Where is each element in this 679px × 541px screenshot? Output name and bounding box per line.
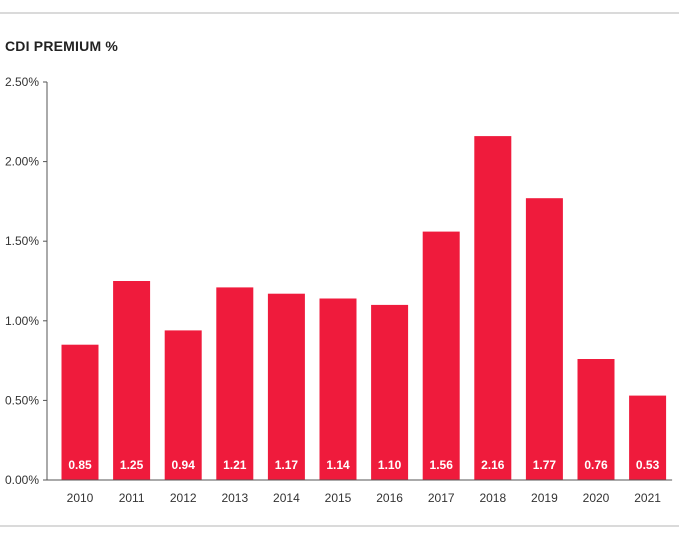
- bar-2011: [113, 281, 151, 480]
- chart-title: CDI PREMIUM %: [5, 38, 118, 54]
- bar-value-label: 1.56: [430, 458, 454, 472]
- bar-value-label: 1.10: [378, 458, 402, 472]
- y-tick-label: 0.00%: [5, 473, 39, 487]
- x-tick-label: 2013: [221, 491, 248, 505]
- x-tick-label: 2014: [273, 491, 300, 505]
- y-tick-label: 1.00%: [5, 314, 39, 328]
- bar-2019: [525, 198, 563, 480]
- x-tick-label: 2015: [325, 491, 352, 505]
- bar-value-label: 1.14: [326, 458, 350, 472]
- bar-2018: [474, 136, 512, 480]
- bar-2013: [216, 287, 254, 480]
- bar-2012: [164, 330, 202, 480]
- bar-2016: [371, 304, 409, 480]
- bar-value-label: 0.94: [172, 458, 196, 472]
- bar-value-label: 2.16: [481, 458, 505, 472]
- y-tick-label: 2.00%: [5, 155, 39, 169]
- bar-2021: [629, 395, 667, 480]
- y-tick-label: 0.50%: [5, 393, 39, 407]
- y-tick-label: 2.50%: [5, 75, 39, 89]
- x-axis: 2010 2011 2012 2013 2014 2015 2016 2017 2018 2019…: [47, 479, 673, 505]
- bar-2020: [577, 359, 615, 480]
- x-tick-label: 2017: [428, 491, 455, 505]
- y-axis: 0.00% 0.50% 1.00% 1.50% 2.00% 2.50%: [5, 75, 48, 487]
- bar-2017: [422, 231, 460, 480]
- x-tick-label: 2020: [583, 491, 610, 505]
- bar-value-label: 1.25: [120, 458, 144, 472]
- bar-2010: [61, 344, 99, 480]
- x-tick-label: 2021: [634, 491, 661, 505]
- bar-value-label: 0.53: [636, 458, 660, 472]
- bar-value-label: 0.76: [584, 458, 608, 472]
- bar-value-label: 0.85: [68, 458, 92, 472]
- bars: 0.85 1.25 0.94 1.21 1.17 1.14 1.10 1.56 2.16 1.77…: [61, 136, 667, 480]
- bar-value-label: 1.77: [533, 458, 557, 472]
- bar-2015: [319, 298, 357, 480]
- bar-2014: [267, 293, 305, 480]
- x-tick-label: 2012: [170, 491, 197, 505]
- x-tick-label: 2010: [67, 491, 94, 505]
- x-tick-label: 2011: [119, 491, 145, 505]
- x-tick-label: 2019: [531, 491, 558, 505]
- bar-value-label: 1.21: [223, 458, 247, 472]
- x-tick-label: 2016: [376, 491, 403, 505]
- bar-value-label: 1.17: [275, 458, 299, 472]
- y-tick-label: 1.50%: [5, 234, 39, 248]
- x-tick-label: 2018: [479, 491, 506, 505]
